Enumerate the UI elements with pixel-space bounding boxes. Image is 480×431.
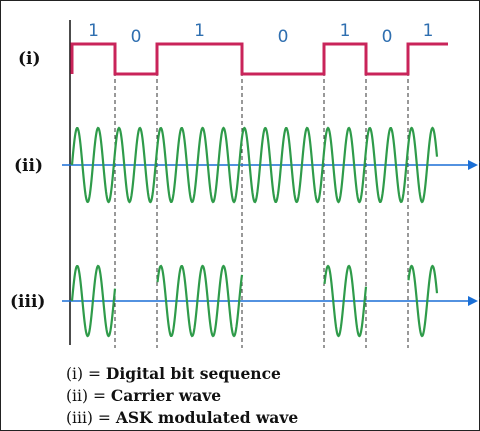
legend-equals: = bbox=[88, 365, 106, 383]
legend: (i) = Digital bit sequence (ii) = Carrie… bbox=[66, 363, 298, 429]
arrow-icon bbox=[468, 160, 478, 170]
legend-equals: = bbox=[92, 387, 111, 405]
bit-label: 0 bbox=[278, 27, 289, 47]
legend-row-modulated: (iii) = ASK modulated wave bbox=[66, 407, 298, 429]
legend-row-carrier: (ii) = Carrier wave bbox=[66, 385, 298, 407]
bit-label: 0 bbox=[131, 27, 142, 47]
bit-label: 0 bbox=[382, 27, 393, 47]
row-label-carrier: (ii) bbox=[14, 156, 43, 176]
legend-text: Carrier wave bbox=[110, 386, 222, 405]
legend-key: (i) bbox=[66, 365, 84, 383]
legend-equals: = bbox=[97, 409, 116, 427]
digital-signal bbox=[70, 42, 448, 76]
ask-modulated-wave bbox=[70, 264, 439, 338]
row-label-bit-sequence: (i) bbox=[18, 49, 41, 69]
arrow-icon bbox=[468, 296, 478, 306]
legend-key: (ii) bbox=[66, 387, 89, 405]
row-label-modulated: (iii) bbox=[10, 292, 45, 312]
bit-label: 1 bbox=[340, 21, 351, 41]
bit-label: 1 bbox=[194, 21, 205, 41]
bit-labels: 1 0 1 0 1 0 1 bbox=[88, 21, 433, 47]
bit-label: 1 bbox=[88, 21, 99, 41]
bit-label: 1 bbox=[423, 21, 434, 41]
carrier-wave bbox=[70, 126, 439, 204]
legend-text: Digital bit sequence bbox=[105, 364, 281, 383]
legend-text: ASK modulated wave bbox=[115, 408, 299, 427]
legend-row-bit-sequence: (i) = Digital bit sequence bbox=[66, 363, 298, 385]
legend-key: (iii) bbox=[66, 409, 93, 427]
